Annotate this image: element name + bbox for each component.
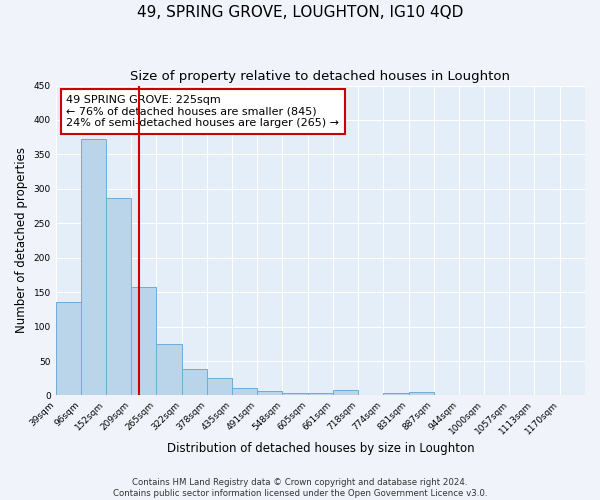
Y-axis label: Number of detached properties: Number of detached properties [15, 148, 28, 334]
Bar [182, 370, 207, 396]
Bar [409, 392, 434, 396]
Text: 49, SPRING GROVE, LOUGHTON, IG10 4QD: 49, SPRING GROVE, LOUGHTON, IG10 4QD [137, 5, 463, 20]
Bar [131, 288, 157, 396]
X-axis label: Distribution of detached houses by size in Loughton: Distribution of detached houses by size … [167, 442, 474, 455]
Bar [283, 394, 308, 396]
Text: Contains HM Land Registry data © Crown copyright and database right 2024.
Contai: Contains HM Land Registry data © Crown c… [113, 478, 487, 498]
Bar [333, 390, 358, 396]
Bar [56, 302, 81, 396]
Bar [81, 138, 106, 396]
Bar [157, 344, 182, 396]
Text: 49 SPRING GROVE: 225sqm
← 76% of detached houses are smaller (845)
24% of semi-d: 49 SPRING GROVE: 225sqm ← 76% of detache… [66, 95, 339, 128]
Title: Size of property relative to detached houses in Loughton: Size of property relative to detached ho… [130, 70, 511, 83]
Bar [207, 378, 232, 396]
Bar [106, 198, 131, 396]
Bar [308, 394, 333, 396]
Bar [232, 388, 257, 396]
Bar [383, 392, 409, 396]
Bar [257, 390, 283, 396]
